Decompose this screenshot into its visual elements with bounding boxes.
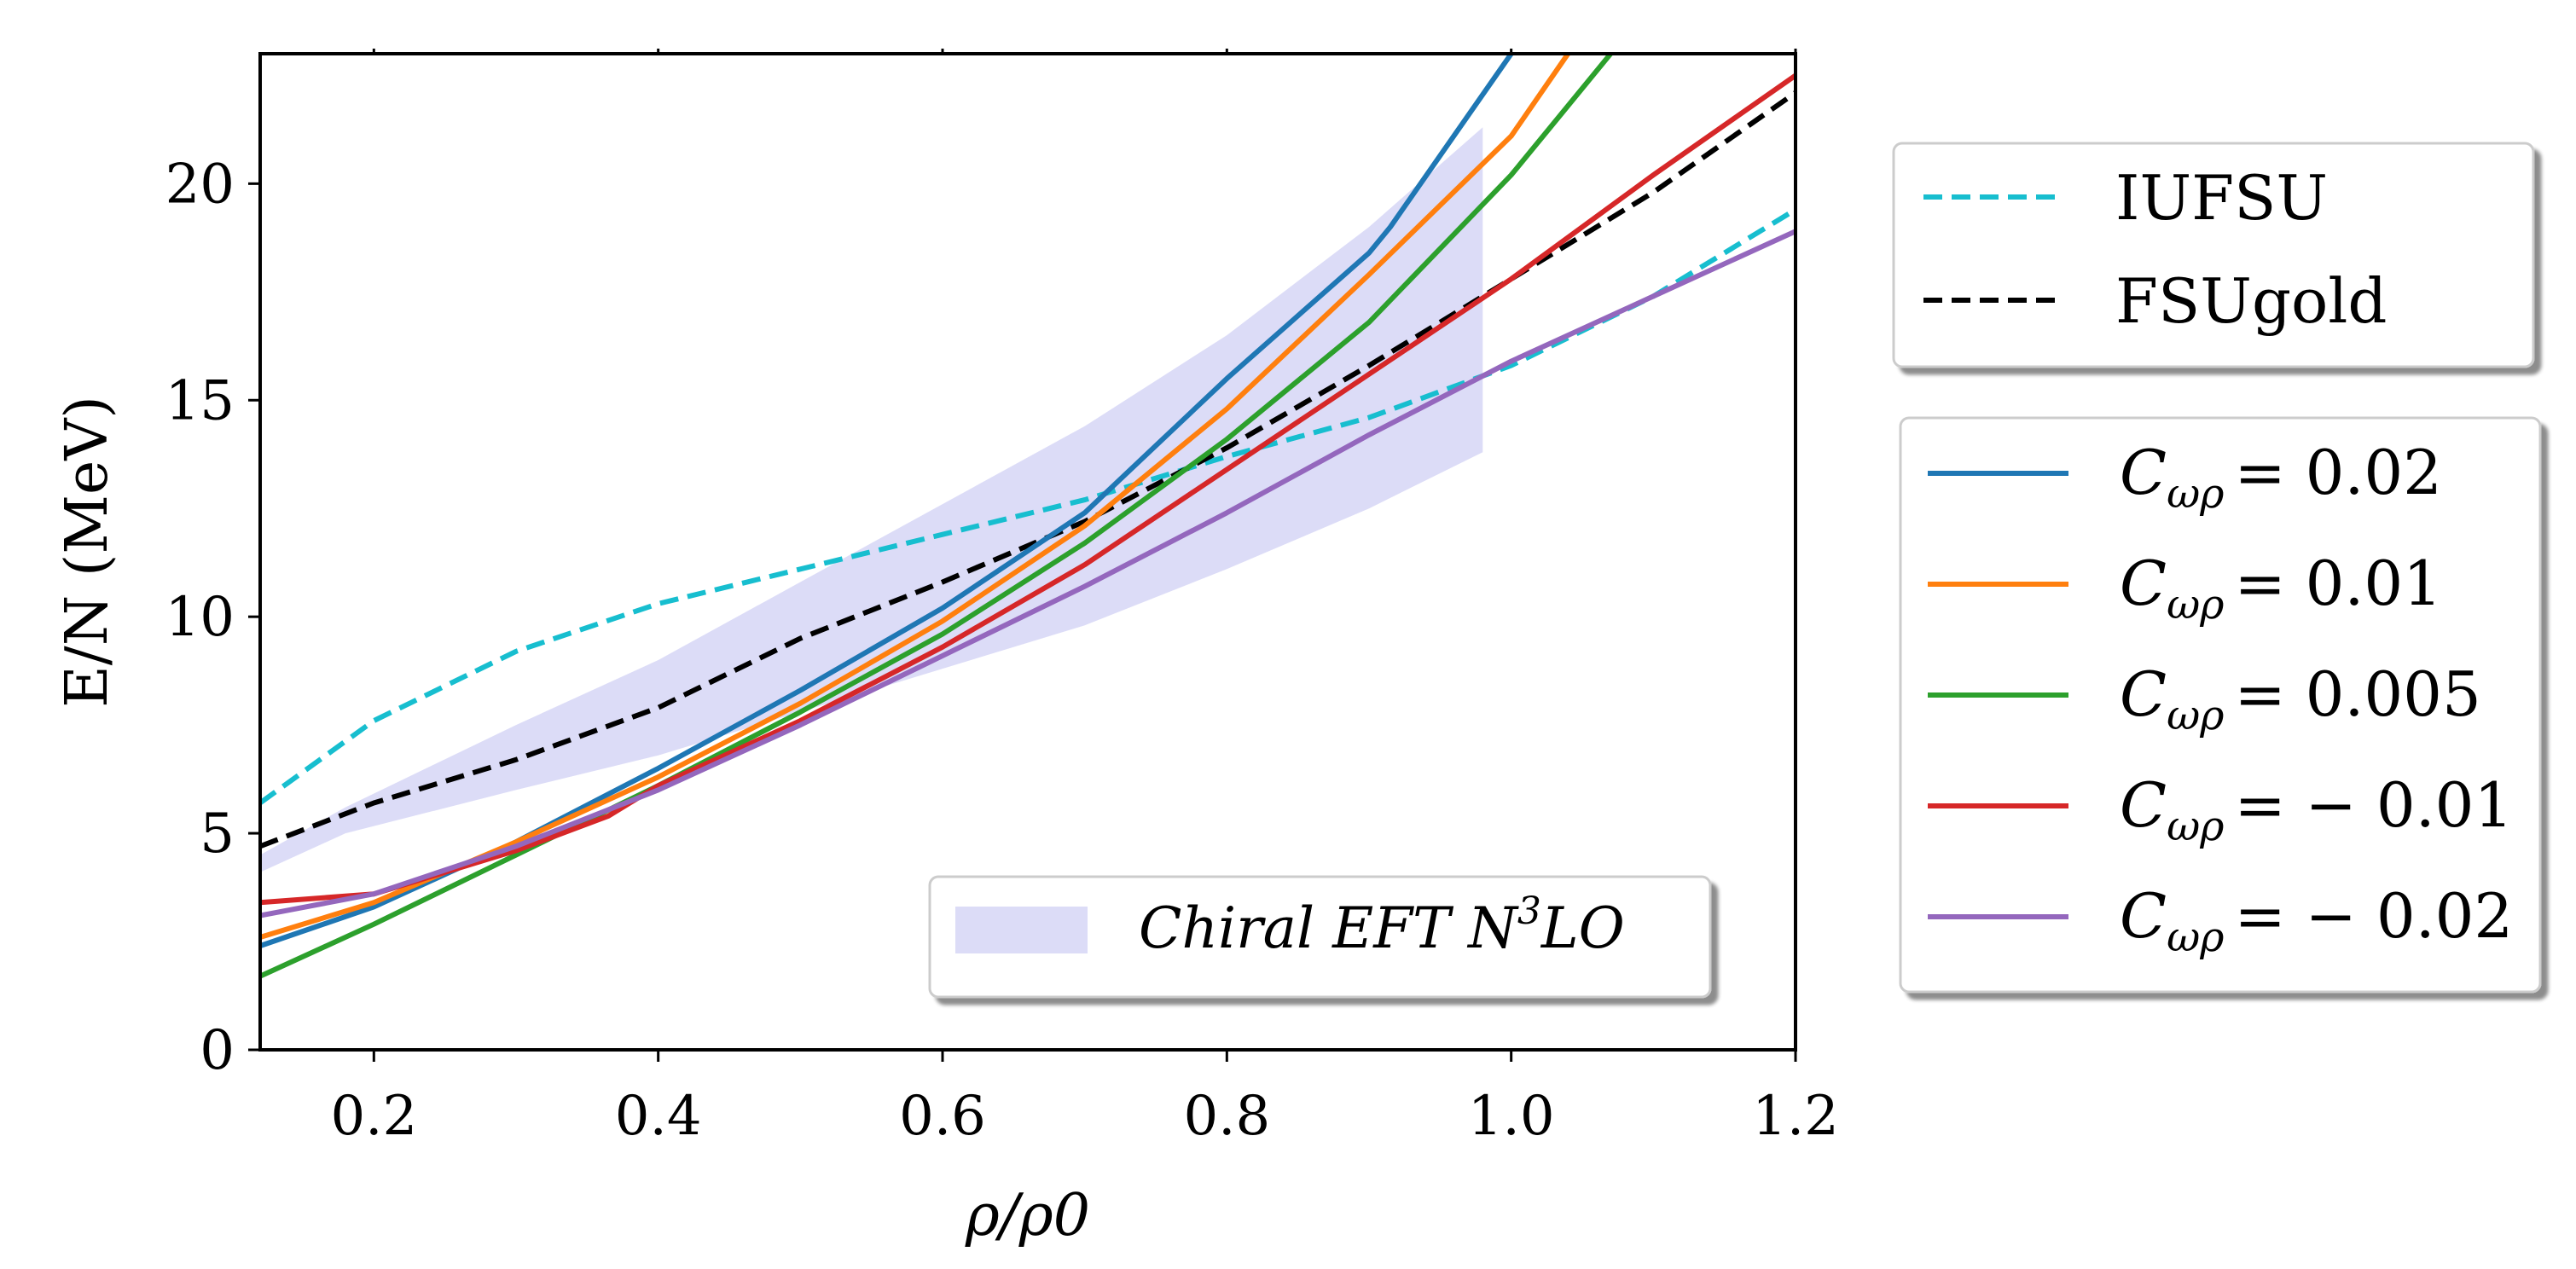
y-axis-label: E/N (MeV) xyxy=(54,396,121,708)
x-axis-label: ρ/ρ0 xyxy=(965,1182,1090,1249)
band-legend-box xyxy=(928,875,1712,999)
x-tick-label: 0.2 xyxy=(330,1085,417,1148)
coupling-legend-label-4: Cωρ = − 0.02 xyxy=(2120,880,2513,961)
x-tick-label: 0.8 xyxy=(1183,1085,1270,1148)
band-legend-label: Chiral EFT N3LO xyxy=(1139,889,1625,961)
x-tick-label: 0.4 xyxy=(615,1085,702,1148)
legend-couplings-entries: Cωρ = 0.02 Cωρ = 0.01 Cωρ = 0.005 Cωρ = − 0.01 C… xyxy=(1928,437,2513,961)
legend-models: IUFSU FSUgold xyxy=(1892,142,2535,368)
coupling-legend-label-2: Cωρ = 0.005 xyxy=(2120,658,2481,739)
coupling-legend-label-1: Cωρ = 0.01 xyxy=(2120,548,2442,629)
band-label-end: LO xyxy=(1540,895,1625,961)
legend-couplings: Cωρ = 0.02 Cωρ = 0.01 Cωρ = 0.005 Cωρ = − 0.01 C… xyxy=(1899,416,2542,994)
y-tick-label: 15 xyxy=(165,369,235,432)
legend-label-1: FSUgold xyxy=(2115,265,2387,337)
series-line-4 xyxy=(260,54,1613,979)
x-tick-label: 1.2 xyxy=(1752,1085,1839,1148)
legend-couplings-box xyxy=(1899,416,2542,994)
band-legend: Chiral EFT N3LO xyxy=(928,875,1712,999)
y-tick-label: 10 xyxy=(165,586,235,649)
series-line-5 xyxy=(260,72,1796,906)
chiral-eft-band xyxy=(260,127,1483,872)
x-tick-label: 1.0 xyxy=(1468,1085,1555,1148)
band-label-superscript: 3 xyxy=(1517,889,1541,933)
chiral-eft-band-layer xyxy=(260,127,1483,872)
coupling-legend-label-0: Cωρ = 0.02 xyxy=(2120,437,2442,518)
y-tick-label: 0 xyxy=(200,1019,235,1082)
coupling-legend-label-3: Cωρ = − 0.01 xyxy=(2120,769,2513,850)
y-axis-ticks: 0 5 10 15 20 xyxy=(165,153,260,1082)
series-layer xyxy=(260,54,1796,979)
x-tick-label: 0.6 xyxy=(899,1085,986,1148)
y-tick-label: 5 xyxy=(200,803,235,866)
band-label-main: Chiral EFT N xyxy=(1139,895,1519,961)
plot-area xyxy=(260,54,1796,979)
axes-frame xyxy=(258,52,1797,1052)
x-axis-ticks: 0.2 0.4 0.6 0.8 1.0 1.2 xyxy=(330,49,1839,1148)
y-tick-label: 20 xyxy=(165,153,235,216)
band-legend-swatch xyxy=(955,907,1088,953)
legend-label-0: IUFSU xyxy=(2115,162,2328,234)
series-line-6 xyxy=(260,229,1796,918)
series-line-0 xyxy=(260,207,1796,805)
legend-models-entries: IUFSU FSUgold xyxy=(1923,162,2387,337)
